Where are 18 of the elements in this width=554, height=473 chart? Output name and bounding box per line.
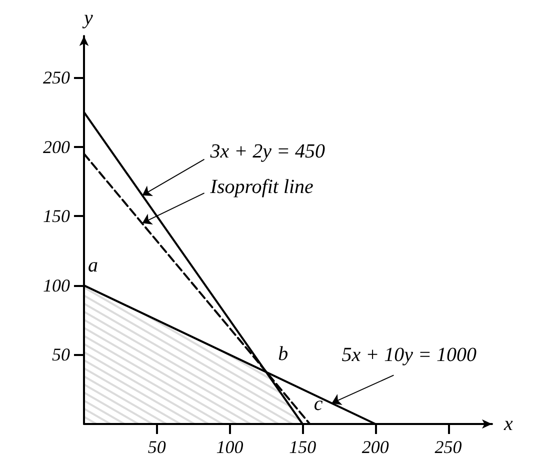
annotation: 3x + 2y = 450 (209, 140, 326, 162)
x-tick-label: 200 (362, 437, 389, 457)
x-tick-label: 250 (434, 437, 462, 457)
x-axis-title: x (503, 413, 513, 435)
y-tick-label: 50 (52, 344, 70, 365)
annotation: a (88, 254, 98, 276)
y-axis-title: y (82, 7, 93, 29)
y-tick-label: 150 (43, 206, 70, 226)
annotation: c (314, 393, 323, 415)
annotation: 5x + 10y = 1000 (342, 344, 476, 366)
x-tick-label: 150 (289, 437, 316, 457)
y-tick-label: 100 (43, 275, 70, 296)
x-tick-label: 100 (216, 437, 244, 457)
annotation: Isoprofit line (209, 176, 314, 198)
x-tick-label: 50 (148, 437, 166, 457)
y-tick-label: 250 (43, 68, 70, 88)
annotation: b (278, 343, 288, 366)
y-tick-label: 200 (43, 136, 70, 157)
